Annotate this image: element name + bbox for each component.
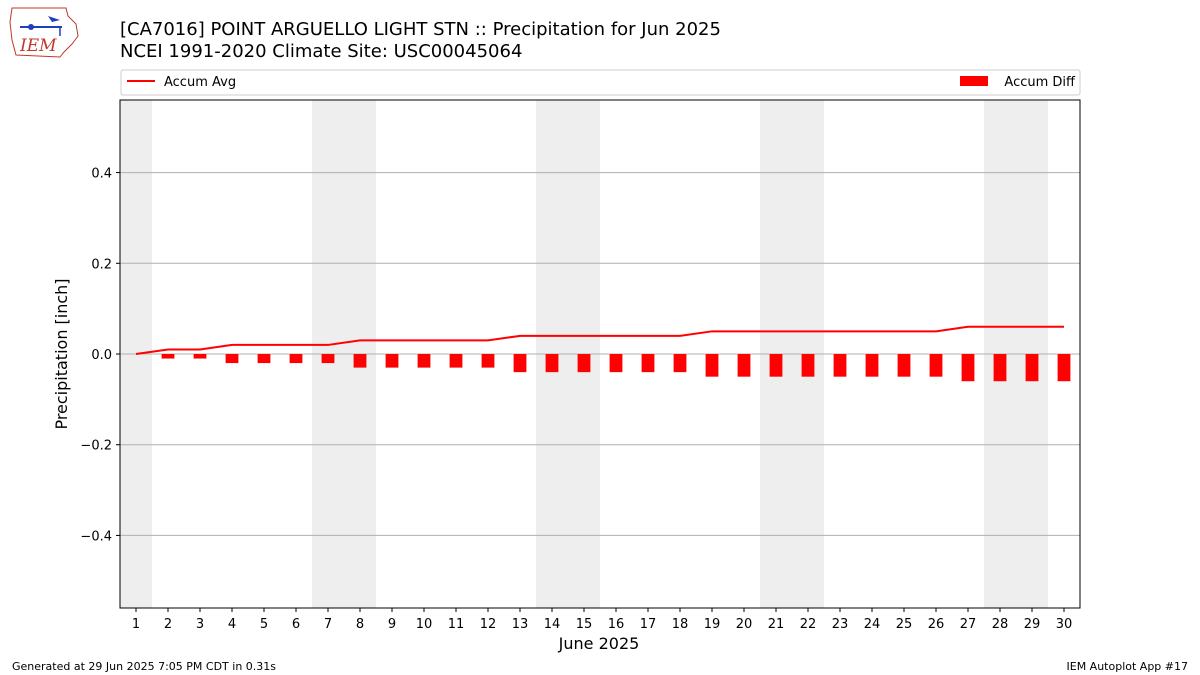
x-tick-label: 11: [448, 617, 465, 632]
legend-box: [120, 69, 1081, 96]
x-tick-label: 26: [928, 617, 945, 632]
accum-diff-bar: [289, 354, 303, 364]
x-tick-label: 28: [992, 617, 1009, 632]
x-tick-label: 21: [768, 617, 785, 632]
legend-bar-swatch: [960, 76, 988, 86]
x-tick-label: 2: [164, 617, 172, 632]
y-tick-label: 0.0: [91, 348, 112, 363]
accum-diff-bar: [641, 354, 655, 373]
x-tick-label: 24: [864, 617, 881, 632]
accum-diff-bar: [865, 354, 879, 377]
accum-diff-bar: [961, 354, 975, 382]
logo-text: IEM: [19, 36, 57, 56]
accum-diff-bar: [353, 354, 367, 368]
legend: Accum Avg Accum Diff: [120, 69, 1081, 96]
x-tick-label: 30: [1056, 617, 1073, 632]
accum-diff-bar: [321, 354, 335, 364]
accum-diff-bar: [833, 354, 847, 377]
x-tick-label: 4: [228, 617, 236, 632]
x-tick-label: 22: [800, 617, 817, 632]
y-axis-ticks: −0.4 −0.2 0.0 0.2 0.4: [80, 167, 120, 544]
grid-lines: [120, 172, 1080, 536]
y-tick-label: −0.2: [80, 439, 112, 454]
x-tick-label: 15: [576, 617, 593, 632]
chart-subtitle: NCEI 1991-2020 Climate Site: USC00045064: [120, 41, 522, 62]
accum-avg-series: [135, 325, 1064, 355]
legend-bar-label: Accum Diff: [1004, 75, 1076, 90]
accum-diff-bar: [609, 354, 623, 373]
x-tick-label: 25: [896, 617, 913, 632]
accum-diff-bar: [673, 354, 687, 373]
accum-diff-bar: [769, 354, 783, 377]
accum-diff-bar: [161, 354, 175, 359]
x-tick-label: 1: [132, 617, 140, 632]
x-tick-label: 17: [640, 617, 657, 632]
x-tick-label: 6: [292, 617, 300, 632]
y-tick-label: 0.2: [91, 257, 112, 272]
accum-diff-bar: [1057, 354, 1071, 382]
accum-diff-bar: [481, 354, 495, 368]
x-tick-label: 27: [960, 617, 977, 632]
x-tick-label: 18: [672, 617, 689, 632]
accum-diff-bar: [417, 354, 431, 368]
accum-diff-bar: [577, 354, 591, 373]
app-credit: IEM Autoplot App #17: [1067, 660, 1189, 673]
accum-diff-bar: [513, 354, 527, 373]
x-tick-label: 12: [480, 617, 497, 632]
accum-diff-bar: [225, 354, 239, 364]
accum-diff-bar: [897, 354, 911, 377]
accum-diff-bar: [1025, 354, 1039, 382]
x-tick-label: 20: [736, 617, 753, 632]
x-axis-ticks: 1 2 3 4 5 6 7 8 9 10 11 12 13 14 15 16 17 18 19 20 21 22 23 24 2…: [132, 608, 1072, 632]
y-axis-label: Precipitation [inch]: [52, 278, 71, 429]
accum-avg-line: [135, 325, 1064, 355]
x-tick-label: 19: [704, 617, 721, 632]
x-tick-label: 10: [416, 617, 433, 632]
chart-title: [CA7016] POINT ARGUELLO LIGHT STN :: Pre…: [120, 19, 721, 40]
accum-diff-bar: [993, 354, 1007, 382]
accum-diff-bar: [257, 354, 271, 364]
x-tick-label: 16: [608, 617, 625, 632]
x-tick-label: 29: [1024, 617, 1041, 632]
accum-diff-bar: [737, 354, 751, 377]
legend-line-label: Accum Avg: [164, 75, 236, 90]
x-tick-label: 23: [832, 617, 849, 632]
x-axis-label: June 2025: [558, 634, 640, 653]
x-tick-label: 13: [512, 617, 529, 632]
y-tick-label: 0.4: [91, 167, 112, 182]
accum-diff-bar: [929, 354, 943, 377]
x-tick-label: 7: [324, 617, 332, 632]
x-tick-label: 14: [544, 617, 561, 632]
x-tick-label: 9: [388, 617, 396, 632]
generated-timestamp: Generated at 29 Jun 2025 7:05 PM CDT in …: [12, 660, 276, 673]
accum-diff-bar: [193, 354, 207, 359]
x-tick-label: 3: [196, 617, 204, 632]
accum-diff-bar: [385, 354, 399, 368]
y-tick-label: −0.4: [80, 529, 112, 544]
accum-diff-bar: [705, 354, 719, 377]
accum-diff-bar: [801, 354, 815, 377]
x-tick-label: 5: [260, 617, 268, 632]
accum-diff-bars: [161, 354, 1071, 382]
x-tick-label: 8: [356, 617, 364, 632]
accum-diff-bar: [545, 354, 559, 373]
iem-logo: IEM: [9, 7, 79, 58]
accum-diff-bar: [449, 354, 463, 368]
